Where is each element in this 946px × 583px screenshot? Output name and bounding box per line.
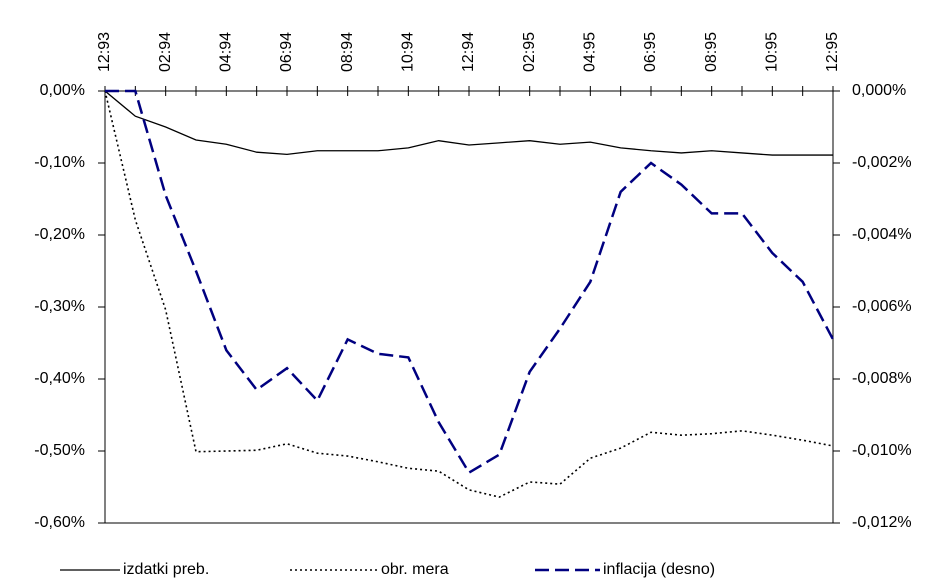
y-tick-label: -0,50% [34,442,85,459]
y2-tick-label: -0,004% [852,226,912,243]
series-line [105,89,835,475]
legend-label: izdatki preb. [123,561,209,578]
y2-tick-label: -0,010% [852,442,912,459]
x-tick-label: 02:95 [521,32,538,72]
y-tick-label: -0,30% [34,298,85,315]
x-tick-label: 02:94 [157,32,174,72]
y2-tick-label: -0,012% [852,514,912,531]
x-tick-label: 04:94 [218,32,235,72]
y2-tick-label: -0,006% [852,298,912,315]
x-tick-label: 08:94 [339,32,356,72]
y-tick-label: -0,60% [34,514,85,531]
x-tick-label: 10:95 [764,32,781,72]
y2-tick-label: 0,000% [852,82,906,99]
y2-tick-label: -0,002% [852,154,912,171]
series-line [104,90,833,156]
x-tick-label: 12:95 [824,32,841,72]
y-tick-label: -0,20% [34,226,85,243]
x-tick-label: 04:95 [582,32,599,72]
x-tick-label: 12:93 [96,32,113,72]
x-tick-label: 06:94 [278,32,295,72]
x-tick-label: 10:94 [400,32,417,72]
series-line [104,90,834,498]
y2-tick-label: -0,008% [852,370,912,387]
x-tick-label: 06:95 [642,32,659,72]
y-tick-label: -0,10% [34,154,85,171]
y-tick-label: 0,00% [40,82,85,99]
x-tick-label: 08:95 [703,32,720,72]
legend-label: obr. mera [381,561,449,578]
y-tick-label: -0,40% [34,370,85,387]
legend-label: inflacija (desno) [603,561,715,578]
x-tick-label: 12:94 [460,32,477,72]
